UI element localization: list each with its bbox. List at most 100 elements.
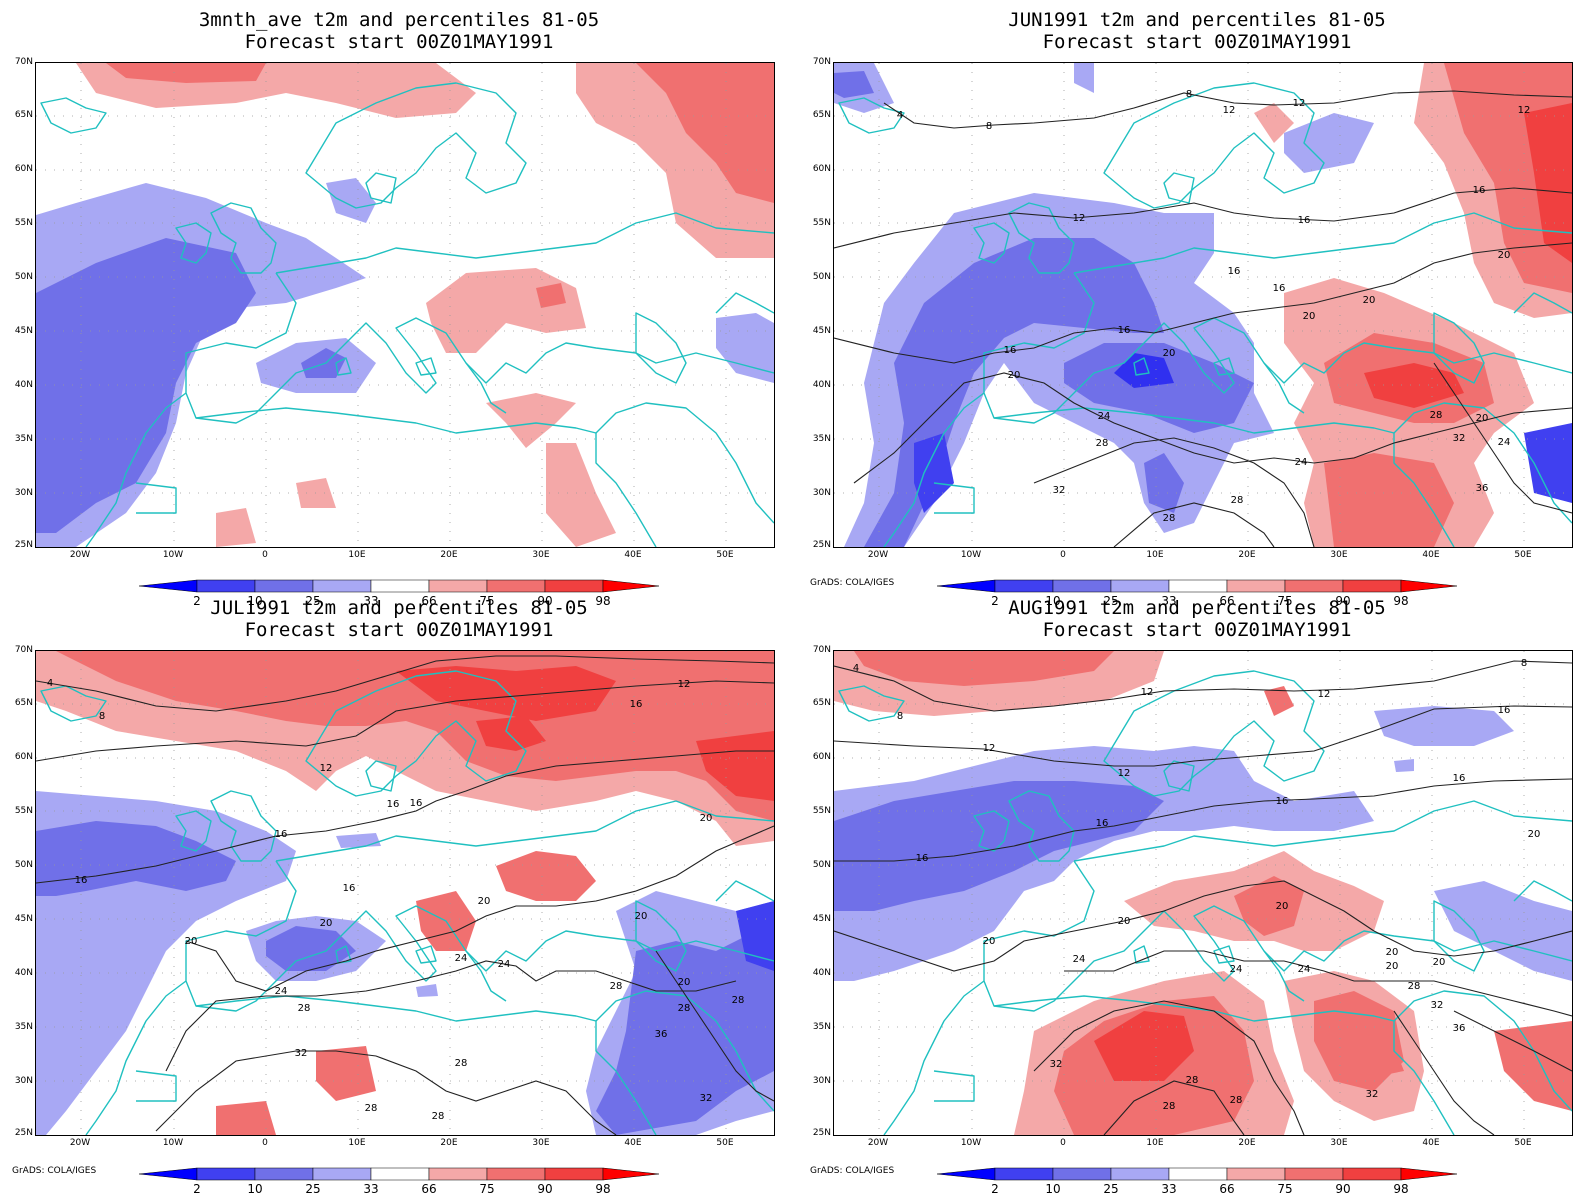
coastlines [40,670,774,1135]
lat-label: 40N [812,380,831,390]
lat-label: 30N [812,1076,831,1086]
contour-label: 20 [1363,295,1376,306]
contour-label: 16 [1498,705,1511,716]
isotherms [834,90,1572,547]
lat-label: 45N [812,914,831,924]
contour-label: 8 [986,121,992,132]
lon-label: 50E [1514,550,1532,560]
panel-title: JUL1991 t2m and percentiles 81-05 [210,597,588,619]
lat-label: 30N [14,1076,33,1086]
contour-label: 16 [1004,345,1017,356]
anomaly-red-light [546,443,616,547]
lat-label: 50N [812,272,831,282]
gridlines [834,651,1572,1135]
lon-label: 20E [440,1138,458,1148]
contour-label: 20 [478,896,491,907]
colorbar-label: 66 [421,594,437,608]
contour-label: 20 [1303,311,1316,322]
anomaly-red-deep [1524,103,1572,263]
colorbar-label: 90 [537,594,553,608]
lon-label: 50E [1514,1138,1532,1148]
lon-label: 30E [532,1138,550,1148]
contour-label: 24 [1230,964,1243,975]
contour-label: 16 [1118,325,1131,336]
contour-label: 16 [343,883,356,894]
contour-label: 16 [1096,818,1109,829]
contour-labels: 4 8 8 12 12 12 12 16 16 16 16 16 20 20 2… [897,89,1531,524]
contour-label: 32 [1431,1000,1444,1011]
panel-3month: 3mnth_ave t2m and percentiles 81-05 Fore… [0,0,798,608]
anomaly-blue-mid [834,71,874,98]
anomaly-blue-mid [266,926,356,971]
lat-label: 40N [14,380,33,390]
contour-label: 28 [1186,1075,1199,1086]
colorbar-label: 75 [1277,594,1293,608]
lon-label: 40E [1422,550,1440,560]
lat-label: 60N [812,752,831,762]
contour-label: 32 [700,1093,713,1104]
contour-label: 16 [1273,283,1286,294]
lon-label: 20W [867,1138,889,1148]
contour-label: 12 [1118,768,1131,779]
contour-label: 24 [1295,457,1308,468]
grads-credit: GrADS: COLA/IGES [12,1166,97,1176]
lat-label: 65N [812,110,831,120]
contour-label: 12 [1518,105,1531,116]
contour-label: 16 [1298,215,1311,226]
lat-label: 55N [14,218,33,228]
anomaly-blue-light [326,178,376,223]
lon-label: 30E [532,550,550,560]
panel-title: 3mnth_ave t2m and percentiles 81-05 [198,9,600,31]
colorbar-label: 2 [193,594,201,608]
contour-label: 24 [455,953,468,964]
lat-label: 50N [812,860,831,870]
lat-label: 70N [812,645,831,655]
colorbar-label: 25 [305,1182,321,1196]
lat-label: 70N [14,645,33,655]
contour-label: 20 [700,813,713,824]
lon-label: 10E [1146,550,1164,560]
anomaly-red-deep [696,731,774,801]
anomaly-blue-light [1284,113,1374,173]
panel-subtitle: Forecast start 00Z01MAY1991 [244,31,554,53]
colorbar-label: 66 [1219,594,1235,608]
colorbar-label: 90 [1335,1182,1351,1196]
colorbar-label: 2 [991,594,999,608]
colorbar-label: 75 [1277,1182,1293,1196]
colorbar-label: 10 [247,594,263,608]
colorbar-label: 33 [1161,594,1177,608]
lat-label: 25N [14,1128,33,1138]
contour-label: 28 [432,1111,445,1122]
lon-label: 30E [1330,550,1348,560]
lon-label: 40E [1422,1138,1440,1148]
lat-label: 40N [812,968,831,978]
colorbar-label: 33 [363,1182,379,1196]
contour-label: 20 [1386,961,1399,972]
colorbar-label: 75 [479,594,495,608]
lon-label: 10E [1146,1138,1164,1148]
lon-label: 10E [348,550,366,560]
contour-label: 12 [320,763,333,774]
contour-label: 32 [1453,433,1466,444]
anomaly-blue-light [1074,63,1094,93]
lat-label: 25N [812,1128,831,1138]
contour-label: 28 [455,1058,468,1069]
map-jul: 4 8 12 12 16 16 16 16 16 16 20 20 20 20 … [35,650,775,1136]
contour-label: 4 [47,678,53,689]
anomaly-red-light [216,508,256,547]
colorbar-label: 10 [1045,594,1061,608]
colorbar-label: 25 [1103,594,1119,608]
colorbar-label: 98 [595,594,611,608]
lon-label: 20E [440,550,458,560]
colorbar-label: 90 [537,1182,553,1196]
contour-label: 28 [1430,410,1443,421]
anomaly-red-mid [106,63,266,83]
contour-label: 28 [365,1103,378,1114]
colorbar-label: 66 [421,1182,437,1196]
contour-label: 4 [897,110,903,121]
lon-label: 0 [1060,550,1066,560]
isotherms [834,660,1572,1135]
colorbar [937,579,1457,593]
lat-label: 70N [812,57,831,67]
colorbar [139,579,659,593]
